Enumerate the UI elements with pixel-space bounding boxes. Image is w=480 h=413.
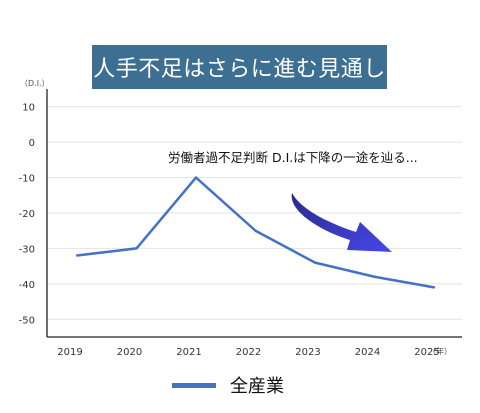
annotation-text: 労働者過不足判断 D.I.は下降の一途を辿る... xyxy=(168,150,418,165)
series-line-all-industries xyxy=(76,176,435,289)
y-tick-label: -30 xyxy=(19,244,35,255)
x-tick-label: 2019 xyxy=(57,347,82,358)
x-tick-label: 2023 xyxy=(295,347,320,358)
x-tick-label: 2021 xyxy=(176,347,201,358)
y-axis-unit: （D.I.） xyxy=(20,79,50,88)
x-tick-label: 2022 xyxy=(236,347,261,358)
legend: 全産業 xyxy=(172,372,284,398)
data-point xyxy=(75,254,79,257)
x-tick-label: 2024 xyxy=(355,347,380,358)
data-point xyxy=(432,286,436,289)
y-tick-label: -10 xyxy=(19,174,35,185)
y-tick-label: 0 xyxy=(29,138,35,149)
data-point xyxy=(313,261,317,264)
y-tick-label: -50 xyxy=(19,315,35,326)
y-tick-label: -20 xyxy=(19,209,35,220)
data-point xyxy=(194,176,198,179)
data-point xyxy=(373,275,376,278)
x-tick-label: 2020 xyxy=(117,347,142,358)
x-axis-unit: （年） xyxy=(428,346,452,356)
data-point xyxy=(135,247,138,250)
y-tick-label: 10 xyxy=(22,103,35,114)
down-arrow-icon xyxy=(291,193,392,252)
chart-title: 人手不足はさらに進む見通し xyxy=(92,45,387,89)
legend-swatch xyxy=(172,382,216,388)
x-tick-label: 2025 xyxy=(414,347,439,358)
legend-label: 全産業 xyxy=(230,376,284,397)
y-tick-label: -40 xyxy=(19,280,35,291)
data-point xyxy=(254,229,257,232)
